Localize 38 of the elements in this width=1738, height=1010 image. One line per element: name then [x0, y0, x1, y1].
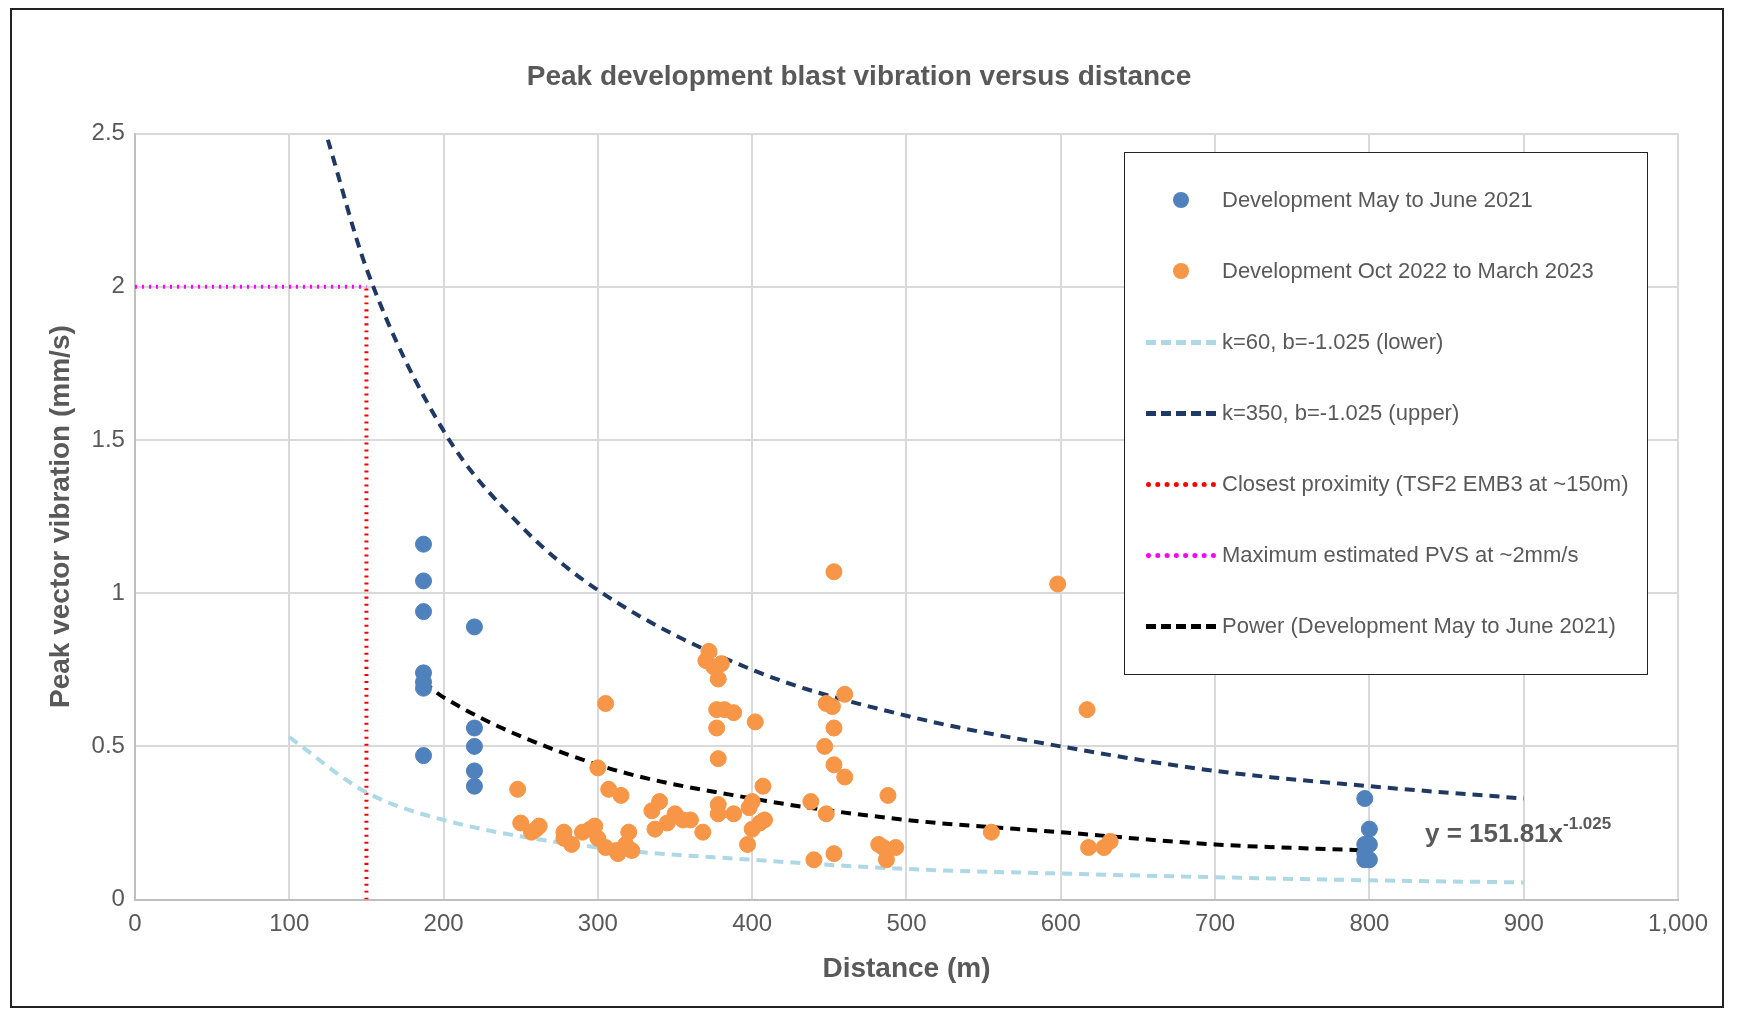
point [1356, 789, 1374, 807]
x-tick-label: 1,000 [1647, 908, 1709, 936]
y-tick-label: 1 [111, 577, 125, 605]
point [465, 719, 483, 737]
x-tick-label: 900 [1503, 908, 1544, 936]
legend-label: k=60, b=-1.025 (lower) [1222, 329, 1444, 356]
point [465, 737, 483, 755]
x-tick-label: 700 [1195, 908, 1236, 936]
legend-label: k=350, b=-1.025 (upper) [1222, 400, 1460, 427]
y-tick-label: 0 [111, 884, 125, 912]
x-axis-title: Distance (m) [822, 951, 991, 983]
x-tick-label: 500 [886, 908, 927, 936]
x-tick-label: 600 [1040, 908, 1081, 936]
legend-label: Closest proximity (TSF2 EMB3 at ~150m) [1222, 471, 1629, 498]
legend-label: Development Oct 2022 to March 2023 [1222, 258, 1594, 285]
legend-label: Maximum estimated PVS at ~2mm/s [1222, 542, 1579, 569]
y-tick-label: 2 [111, 271, 125, 299]
x-tick-label: 400 [732, 908, 773, 936]
y-axis-title: Peak vector vibration (mm/s) [43, 325, 75, 709]
x-tick-label: 300 [577, 908, 618, 936]
point [465, 777, 483, 795]
x-tick-label: 100 [269, 908, 310, 936]
y-tick-label: 0.5 [91, 731, 125, 759]
x-tick-label: 200 [423, 908, 464, 936]
point [465, 618, 483, 636]
point [415, 603, 433, 621]
y-tick-label: 1.5 [91, 424, 125, 452]
x-tick-label: 0 [128, 908, 142, 936]
chart-title: Peak development blast vibration versus distance [526, 59, 1192, 91]
x-tick-label: 800 [1349, 908, 1390, 936]
point [465, 762, 483, 780]
point [415, 535, 433, 553]
point [415, 747, 433, 765]
point [1360, 820, 1378, 838]
legend-label: Power (Development May to June 2021) [1222, 613, 1616, 640]
legend-label: Development May to June 2021 [1222, 187, 1533, 214]
point [415, 572, 433, 590]
y-tick-label: 2.5 [91, 118, 125, 146]
